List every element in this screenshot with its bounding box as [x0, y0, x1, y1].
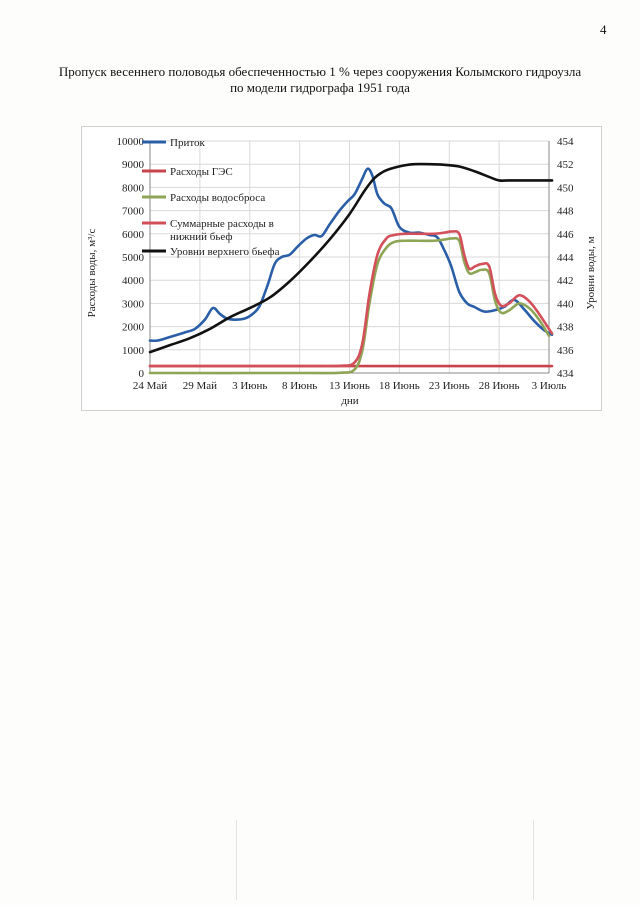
x-tick-label: 28 Июнь: [479, 380, 520, 392]
series-line-total-downstream-discharge: [148, 229, 554, 368]
x-tick-label: 29 Май: [183, 380, 217, 392]
y-right-tick-label: 448: [557, 206, 574, 218]
legend-label-total-downstream-discharge: нижний бьеф: [170, 231, 233, 243]
y-axis-label-left: Расходы воды, м³/с: [86, 229, 98, 318]
y-right-tick-label: 454: [557, 136, 574, 148]
y-right-tick-label: 450: [557, 182, 574, 194]
axes: 0 1000 2000 3000 4000 5000 6000 7000 8000 9000 100…: [117, 136, 575, 392]
title-line-2: по модели гидрографа 1951 года: [230, 80, 410, 95]
x-tick-label: 24 Май: [133, 380, 167, 392]
hydrograph-chart: 0 1000 2000 3000 4000 5000 6000 7000 8000 9000 100…: [86, 136, 597, 407]
x-tick-label: 23 Июнь: [429, 380, 470, 392]
x-tick-label: 13 Июнь: [329, 380, 370, 392]
y-right-tick-label: 438: [557, 322, 574, 334]
page-number: 4: [600, 22, 607, 37]
y-right-tick-label: 442: [557, 275, 574, 287]
scan-artifact: [533, 820, 534, 900]
y-right-tick-label: 446: [557, 229, 574, 241]
x-tick-label: 3 Июль: [532, 380, 567, 392]
series-lines: [148, 162, 554, 375]
chart-container: 0 1000 2000 3000 4000 5000 6000 7000 8000 9000 100…: [81, 126, 602, 411]
legend: Приток Расходы ГЭС Расходы водосброса Сумма…: [142, 137, 280, 258]
series-line-upstream-water-level: [148, 162, 554, 354]
legend-label-inflow: Приток: [170, 137, 205, 149]
y-right-tick-label: 440: [557, 298, 574, 310]
x-axis-label: дни: [341, 395, 358, 407]
x-tick-label: 3 Июнь: [232, 380, 267, 392]
y-right-tick-label: 452: [557, 159, 574, 171]
y-left-tick-label: 3000: [122, 298, 145, 310]
y-right-tick-label: 434: [557, 368, 574, 380]
y-left-tick-label: 4000: [122, 275, 145, 287]
y-left-tick-label: 6000: [122, 229, 145, 241]
x-tick-label: 8 Июнь: [282, 380, 317, 392]
y-left-tick-label: 7000: [122, 206, 145, 218]
series-line-spillway-discharge: [148, 236, 551, 375]
scan-artifact: [236, 820, 237, 900]
y-right-tick-label: 444: [557, 252, 574, 264]
legend-label-total-downstream-discharge: Суммарные расходы в: [170, 218, 274, 230]
legend-label-spillway-discharge: Расходы водосброса: [170, 192, 265, 204]
y-left-tick-label: 8000: [122, 182, 145, 194]
y-left-tick-label: 0: [139, 368, 145, 380]
y-axis-label-right: Уровни воды, м: [585, 236, 597, 309]
y-right-tick-label: 436: [557, 345, 574, 357]
y-left-tick-label: 10000: [117, 136, 145, 148]
y-left-tick-label: 5000: [122, 252, 145, 264]
legend-label-hpp-discharge: Расходы ГЭС: [170, 166, 233, 178]
title-line-1: Пропуск весеннего половодья обеспеченнос…: [58, 64, 582, 79]
y-left-tick-label: 2000: [122, 322, 145, 334]
y-left-tick-label: 1000: [122, 345, 145, 357]
x-tick-label: 18 Июнь: [379, 380, 420, 392]
y-left-tick-label: 9000: [122, 159, 145, 171]
page-title: Пропуск весеннего половодья обеспеченнос…: [0, 64, 640, 96]
legend-label-upstream-water-level: Уровни верхнего бьефа: [170, 246, 280, 258]
